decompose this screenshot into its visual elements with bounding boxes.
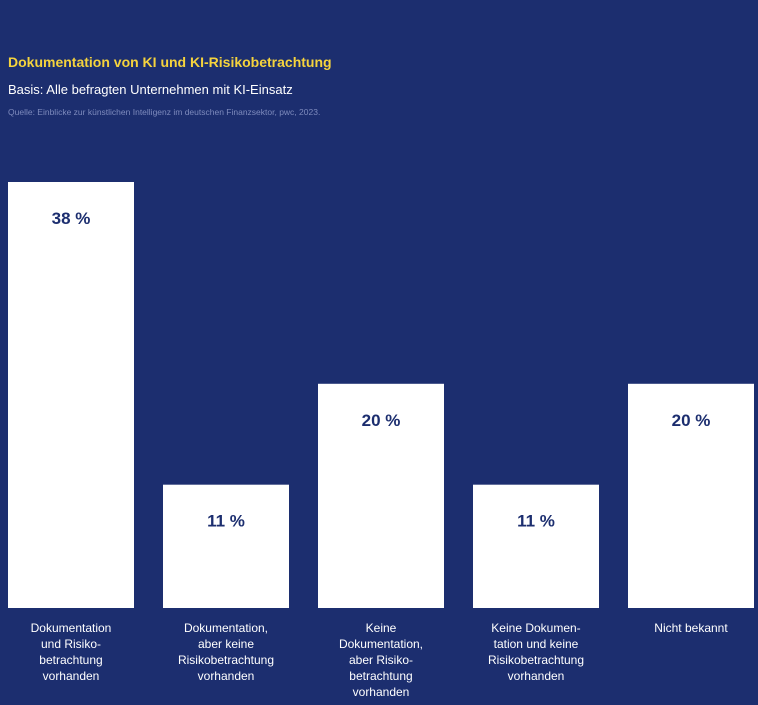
chart-subtitle: Basis: Alle befragten Unternehmen mit KI… [8,82,293,97]
bar-3 [318,383,444,608]
category-label-2: Dokumentation, aber keine Risikobetracht… [177,621,275,683]
bar-4 [473,484,599,608]
chart-source: Quelle: Einblicke zur künstlichen Intell… [8,107,321,117]
category-label-4: Keine Dokumen- tation und keine Risikobe… [487,621,585,683]
bar-value-label-1: 38 % [52,209,91,228]
bar-1 [8,182,134,608]
category-label-1: Dokumentation und Risiko- betrachtung vo… [30,621,112,683]
bar-2 [163,484,289,608]
bar-5 [628,383,754,608]
category-label-5: Nicht bekannt [654,621,728,635]
bar-value-label-2: 11 % [207,512,245,531]
chart-title: Dokumentation von KI und KI-Risikobetrac… [8,54,332,70]
bar-value-label-5: 20 % [672,411,711,430]
bar-value-label-4: 11 % [517,512,555,531]
bar-value-label-3: 20 % [362,411,401,430]
category-label-3: Keine Dokumentation, aber Risiko- betrac… [338,621,424,699]
